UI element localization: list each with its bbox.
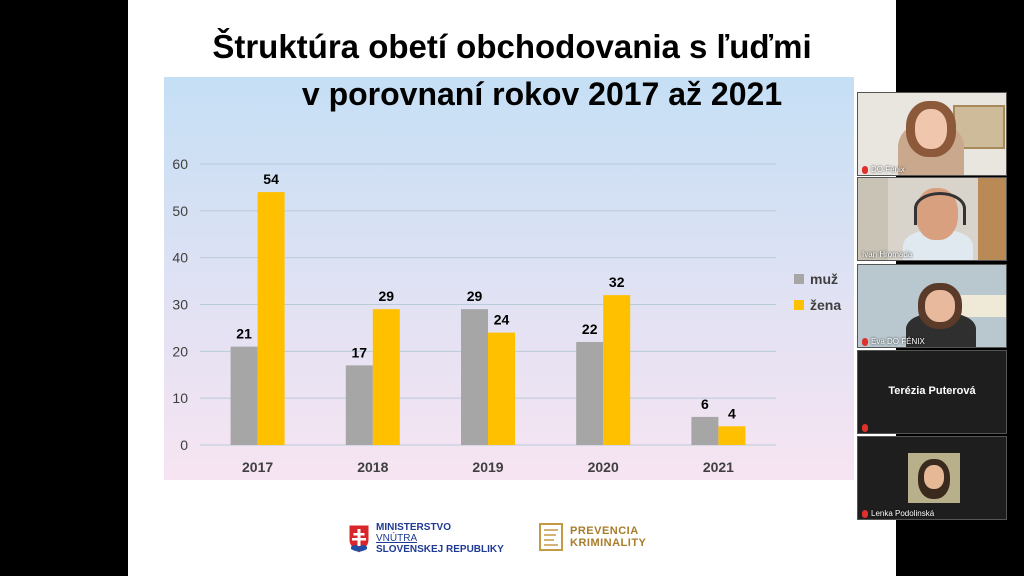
legend-swatch bbox=[794, 300, 804, 310]
mic-muted-icon bbox=[862, 337, 868, 346]
participant-name-3: Eva DO FÉNIX bbox=[862, 337, 925, 346]
participant-name-5: Lenka Podolinská bbox=[862, 509, 934, 518]
participant-video bbox=[858, 178, 1006, 260]
y-tick-label: 20 bbox=[172, 343, 188, 359]
legend-swatch bbox=[794, 274, 804, 284]
prevention-logo: PREVENCIA KRIMINALITY bbox=[538, 522, 646, 552]
ministry-logo-line3: SLOVENSKEJ REPUBLIKY bbox=[376, 544, 504, 555]
data-label: 32 bbox=[609, 274, 625, 290]
fingerprint-icon bbox=[539, 523, 563, 551]
ministry-logo: MINISTERSTVO VNÚTRA SLOVENSKEJ REPUBLIKY bbox=[348, 522, 504, 555]
mic-muted-icon bbox=[862, 509, 868, 518]
legend-label: žena bbox=[810, 297, 841, 313]
y-tick-label: 40 bbox=[172, 250, 188, 266]
x-tick-label: 2017 bbox=[242, 459, 273, 475]
x-tick-label: 2019 bbox=[472, 459, 503, 475]
prevention-logo-line1: PREVENCIA bbox=[570, 525, 639, 537]
prevention-logo-line2: KRIMINALITY bbox=[570, 537, 647, 549]
data-label: 29 bbox=[467, 288, 483, 304]
x-tick-label: 2021 bbox=[703, 459, 734, 475]
slide-title-line2: v porovnaní rokov 2017 až 2021 bbox=[301, 76, 783, 112]
y-tick-label: 60 bbox=[172, 156, 188, 172]
bar-muz bbox=[461, 309, 488, 445]
participant-name-2: Ivan Hromada bbox=[862, 250, 913, 259]
x-tick-label: 2020 bbox=[588, 459, 619, 475]
participant-tile-2[interactable]: Ivan Hromada bbox=[857, 177, 1007, 261]
slide-title-line1: Štruktúra obetí obchodovania s ľuďmi bbox=[212, 28, 812, 65]
data-label: 21 bbox=[236, 326, 252, 342]
y-tick-label: 50 bbox=[172, 203, 188, 219]
participant-video bbox=[908, 453, 960, 503]
data-label: 24 bbox=[494, 312, 510, 328]
ministry-logo-line2: VNÚTRA bbox=[376, 533, 418, 544]
y-tick-label: 10 bbox=[172, 390, 188, 406]
participant-tile-1[interactable]: DO Fénix bbox=[857, 92, 1007, 176]
mic-muted-icon bbox=[862, 424, 868, 432]
data-label: 54 bbox=[263, 171, 279, 187]
bar-zena bbox=[257, 192, 285, 445]
bar-zena bbox=[372, 309, 400, 445]
bar-zena bbox=[718, 426, 746, 445]
participant-tile-3[interactable]: Eva DO FÉNIX bbox=[857, 264, 1007, 348]
presentation-slide: Štruktúra obetí obchodovania s ľuďmi 0 10… bbox=[128, 0, 896, 576]
x-tick-label: 2018 bbox=[357, 459, 388, 475]
participant-name-4: Terézia Puterová bbox=[888, 385, 976, 397]
bar-zena bbox=[603, 295, 631, 445]
data-label: 17 bbox=[352, 344, 368, 360]
bar-zena bbox=[488, 332, 515, 445]
participant-tile-4[interactable]: Terézia Puterová bbox=[857, 350, 1007, 434]
y-tick-label: 30 bbox=[172, 297, 188, 313]
ministry-logo-line1: MINISTERSTVO bbox=[376, 522, 452, 533]
participant-video bbox=[858, 93, 1006, 175]
data-label: 4 bbox=[728, 405, 736, 421]
data-label: 6 bbox=[701, 396, 709, 412]
participant-tile-5[interactable]: Lenka Podolinská bbox=[857, 436, 1007, 520]
participant-name-1: DO Fénix bbox=[862, 165, 905, 174]
bar-muz bbox=[345, 365, 373, 445]
y-tick-label: 0 bbox=[180, 437, 188, 453]
bar-chart: 0 10 20 30 40 50 60 21 54 2017 17 29 2018 29 24 2019 22 3… bbox=[164, 77, 854, 480]
legend-label: muž bbox=[810, 271, 838, 287]
data-label: 22 bbox=[582, 321, 598, 337]
bar-muz bbox=[691, 416, 719, 445]
slovak-coat-of-arms-icon bbox=[348, 524, 370, 554]
data-label: 29 bbox=[379, 288, 395, 304]
participant-status-4 bbox=[862, 424, 868, 432]
bar-muz bbox=[576, 341, 604, 445]
participant-video bbox=[858, 265, 1006, 347]
mic-muted-icon bbox=[862, 165, 868, 174]
bar-muz bbox=[230, 346, 258, 445]
